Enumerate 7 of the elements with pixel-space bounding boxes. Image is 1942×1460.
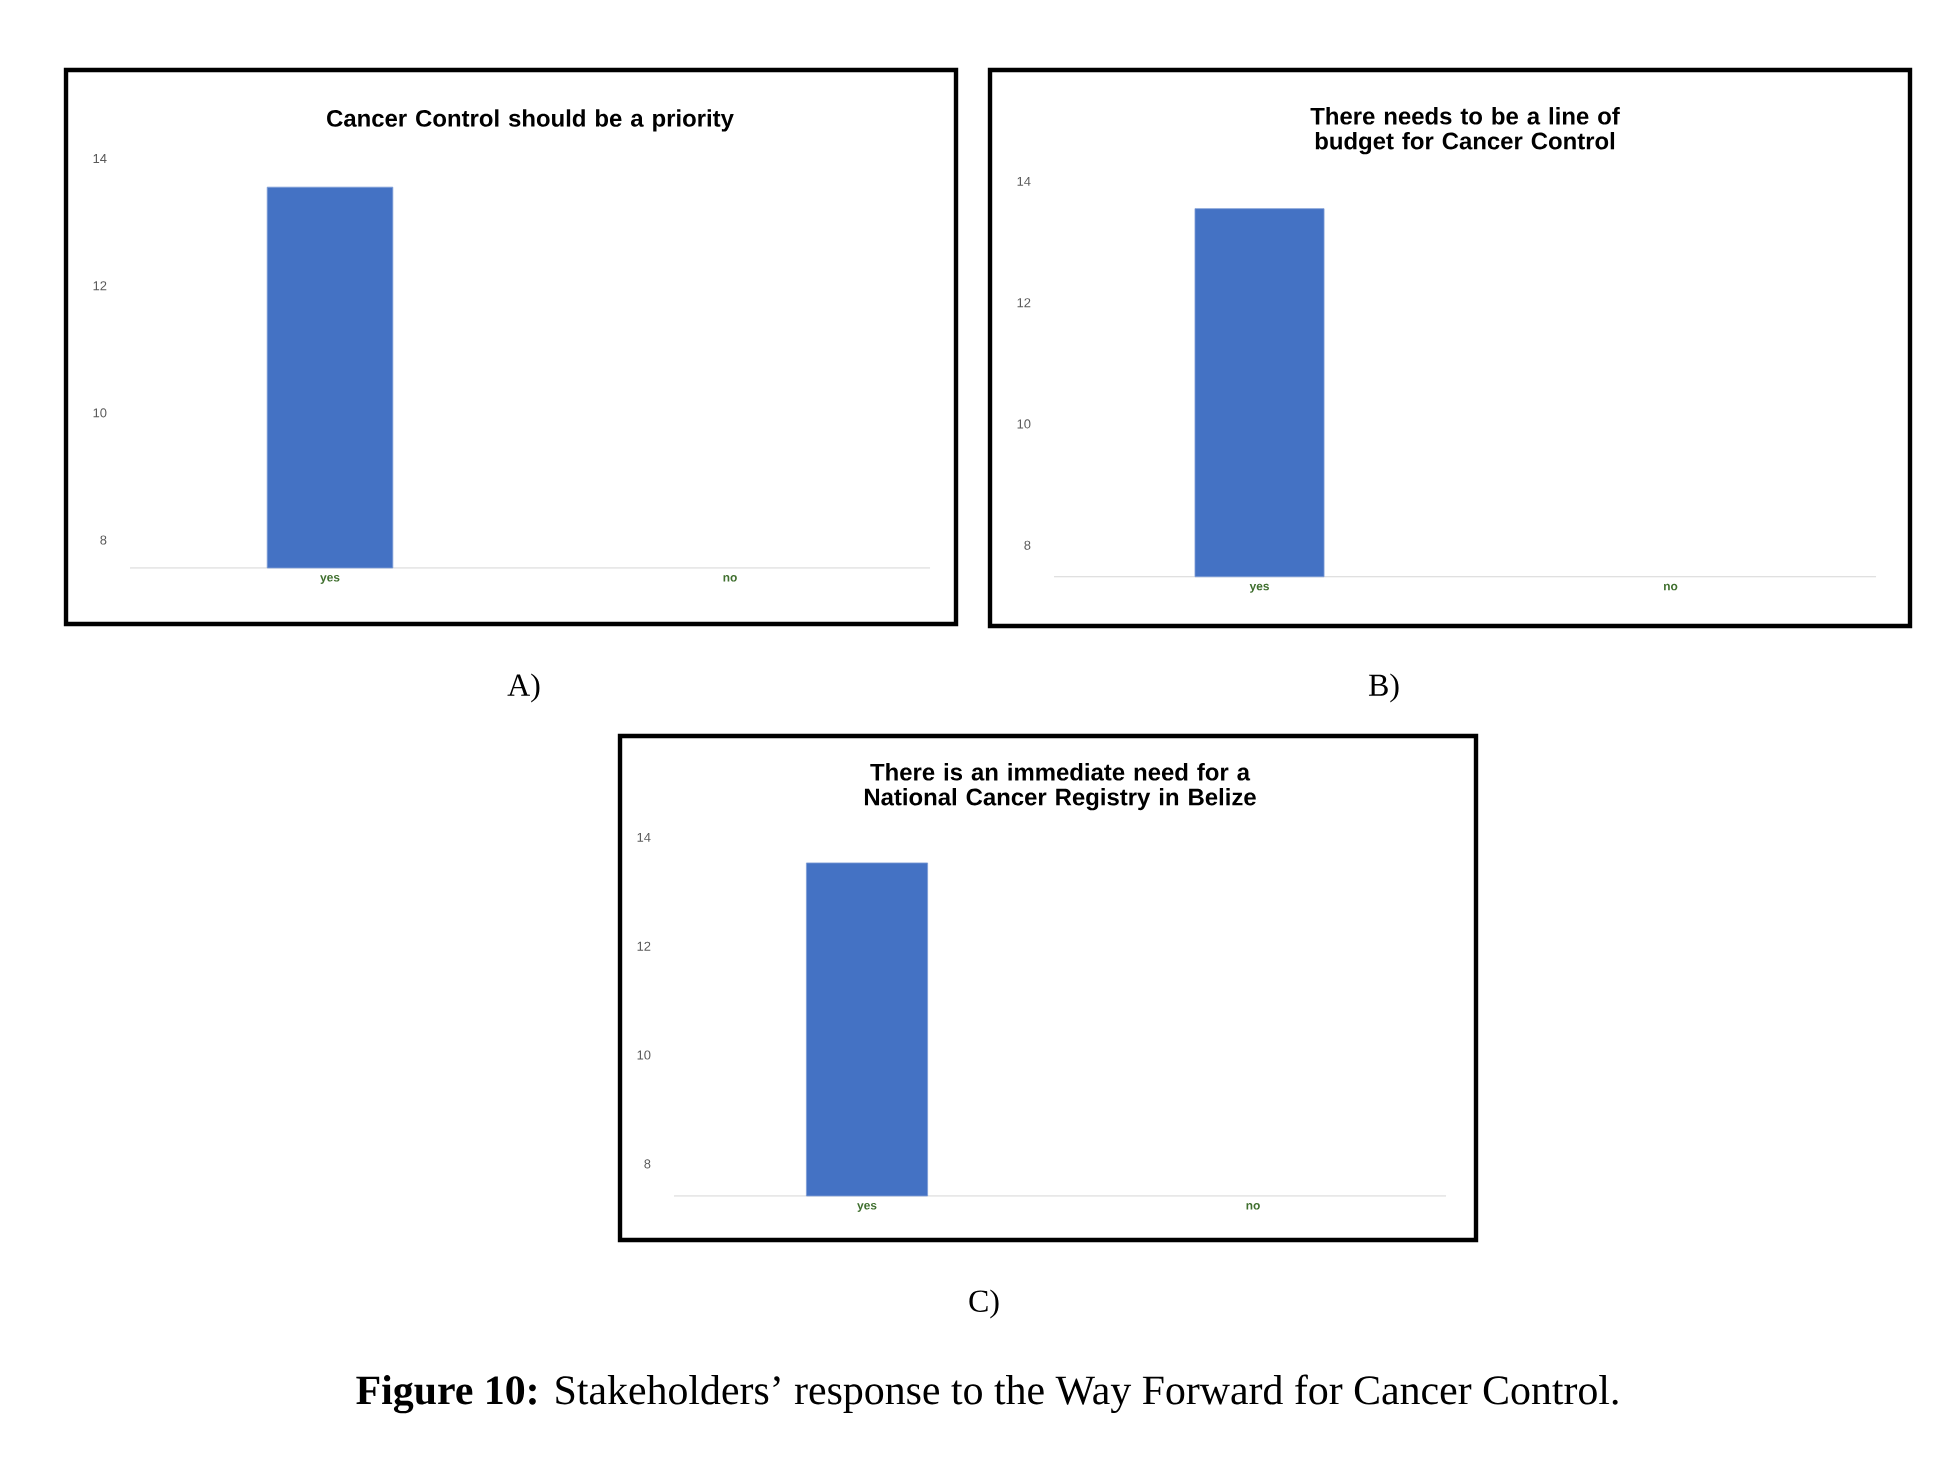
chart-title: Cancer Control should be a priority — [327, 109, 734, 132]
text: B) — [1368, 673, 1399, 703]
chart-title: There needs to be a line of budget for Cancer Control — [1310, 107, 1620, 155]
text: A) — [507, 673, 540, 703]
text: C) — [969, 1289, 999, 1319]
chart-title: There is an immediate need for a National Cancer Registry in Belize — [864, 763, 1256, 811]
text: Figure 10: Stakeholders’ response to the Way Forward for Cancer Control. — [356, 1374, 1618, 1414]
